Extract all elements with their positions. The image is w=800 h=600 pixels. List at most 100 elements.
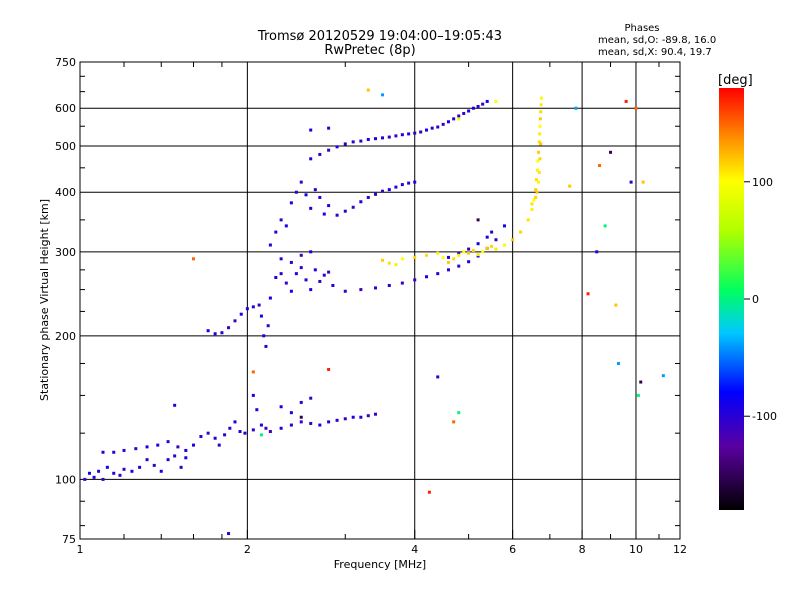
data-point-O: [441, 122, 445, 126]
data-point-O: [274, 230, 278, 234]
data-point-O: [400, 133, 404, 137]
data-point-X: [441, 255, 445, 259]
colorbar-tick-label: 100: [752, 176, 773, 189]
data-point-O: [299, 253, 303, 257]
data-point-O: [318, 195, 322, 199]
data-point-O: [122, 448, 126, 452]
data-point-O: [373, 137, 377, 141]
data-point-O: [309, 396, 313, 400]
data-point-noise: [299, 415, 303, 419]
data-point-O: [101, 450, 105, 454]
data-point-O: [366, 137, 370, 141]
data-point-X: [462, 250, 466, 254]
data-point-O: [452, 117, 456, 121]
data-point-O: [266, 324, 270, 328]
data-point-noise: [568, 184, 572, 188]
data-point-X: [481, 250, 485, 254]
data-point-O: [467, 247, 471, 251]
data-point-X: [532, 198, 536, 202]
colorbar-tick-label: -100: [752, 410, 777, 423]
data-point-noise: [609, 150, 613, 154]
data-point-O: [206, 329, 210, 333]
data-point-noise: [366, 88, 370, 92]
data-point-O: [199, 435, 203, 439]
data-point-O: [394, 185, 398, 189]
data-point-O: [134, 447, 138, 451]
data-point-noise: [636, 393, 640, 397]
data-point-X: [457, 253, 461, 257]
data-point-O: [373, 286, 377, 290]
data-point-O: [436, 125, 440, 129]
data-point-X: [413, 255, 417, 259]
data-point-X: [494, 247, 498, 251]
stats-x-mode: mean, sd,X: 90.4, 19.7: [598, 47, 712, 58]
x-tick-label: 8: [579, 543, 586, 556]
data-point-X: [511, 238, 515, 242]
data-point-O: [289, 411, 293, 415]
data-point-O: [264, 344, 268, 348]
data-point-O: [299, 266, 303, 270]
data-point-O: [359, 288, 363, 292]
data-point-X: [538, 117, 542, 121]
data-point-O: [380, 136, 384, 140]
data-point-noise: [595, 250, 599, 254]
data-point-O: [327, 270, 331, 274]
data-point-O: [327, 126, 331, 130]
x-tick-label: 4: [411, 543, 418, 556]
data-point-X: [530, 207, 534, 211]
data-point-noise: [603, 224, 607, 228]
data-point-O: [299, 180, 303, 184]
data-point-O: [294, 272, 298, 276]
colorbar-label: [deg]: [718, 73, 753, 88]
data-point-O: [122, 467, 126, 471]
data-point-O: [327, 148, 331, 152]
y-axis-label: Stationary phase Virtual Height [km]: [38, 199, 51, 401]
data-point-X: [476, 253, 480, 257]
data-point-O: [152, 463, 156, 467]
data-point-O: [223, 433, 227, 437]
data-point-noise: [616, 361, 620, 365]
data-point-noise: [259, 433, 263, 437]
x-axis-ticks: 1 2 4 6 8 10 12: [77, 62, 687, 556]
data-point-X: [538, 124, 542, 128]
data-point-O: [387, 283, 391, 287]
data-point-noise: [641, 180, 645, 184]
data-point-O: [105, 465, 109, 469]
data-point-O: [145, 458, 149, 462]
data-point-O: [343, 289, 347, 293]
data-point-O: [138, 465, 142, 469]
data-point-O: [289, 260, 293, 264]
y-axis-ticks: 75 100 200 300 400 500 600 750: [55, 56, 680, 546]
data-point-O: [97, 469, 101, 473]
data-point-O: [289, 289, 293, 293]
data-point-noise: [173, 403, 177, 407]
data-point-O: [251, 428, 255, 432]
stats-o-mode: mean, sd,O: -89.8, 16.0: [598, 35, 716, 46]
data-point-noise: [629, 180, 633, 184]
data-point-O: [366, 414, 370, 418]
data-point-O: [373, 192, 377, 196]
data-point-O: [268, 296, 272, 300]
chart-title: Tromsø 20120529 19:04:00–19:05:43: [257, 29, 502, 44]
data-point-O: [184, 456, 188, 460]
data-point-X: [535, 168, 539, 172]
data-point-O: [284, 224, 288, 228]
data-point-O: [313, 268, 317, 272]
data-point-O: [156, 443, 160, 447]
data-point-O: [373, 412, 377, 416]
data-point-noise: [327, 367, 331, 371]
data-point-X: [530, 202, 534, 206]
data-point-O: [284, 281, 288, 285]
data-point-X: [502, 243, 506, 247]
data-point-X: [446, 260, 450, 264]
data-point-X: [457, 117, 461, 121]
data-point-X: [534, 188, 538, 192]
data-point-O: [335, 145, 339, 149]
x-tick-label: 1: [77, 543, 84, 556]
data-point-O: [166, 458, 170, 462]
data-point-O: [476, 242, 480, 246]
data-point-O: [494, 238, 498, 242]
data-point-O: [387, 188, 391, 192]
data-point-O: [309, 206, 313, 210]
